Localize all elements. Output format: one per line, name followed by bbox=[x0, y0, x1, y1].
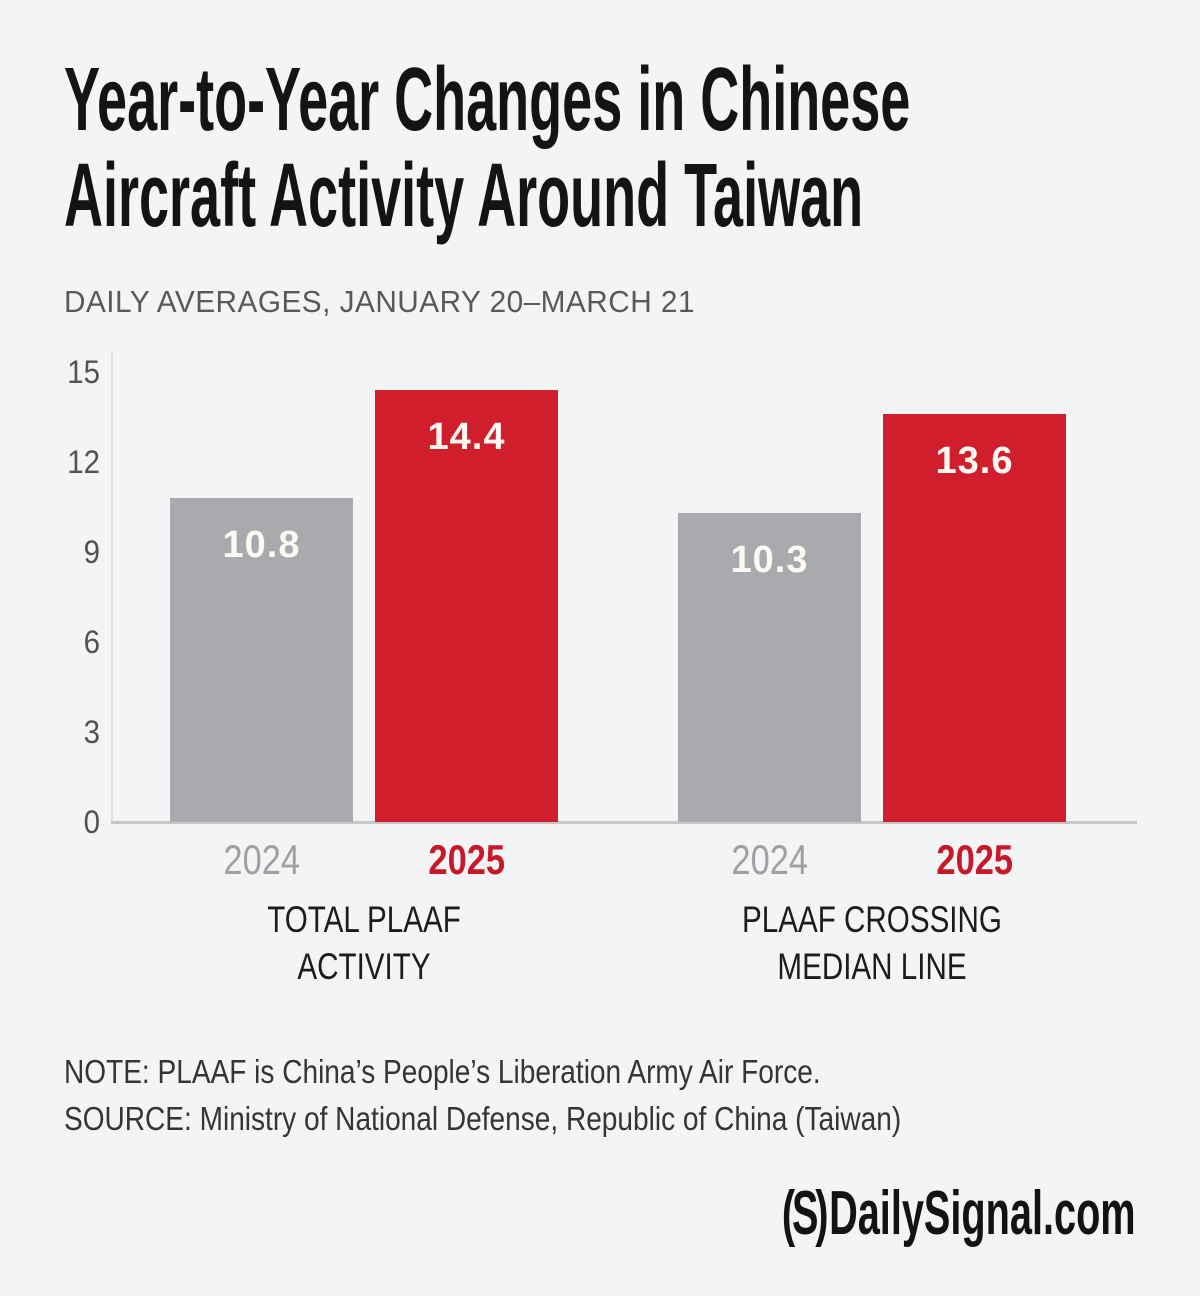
y-axis-tick-6: 6 bbox=[83, 624, 100, 660]
year-label-text: 2024 bbox=[731, 836, 808, 883]
year-label-text: 2025 bbox=[936, 836, 1013, 883]
year-label-text: 2024 bbox=[223, 836, 300, 883]
category-label-plaaf-crossing-median-line: PLAAF CROSSING MEDIAN LINE bbox=[742, 899, 1002, 987]
y-axis-tick-9: 9 bbox=[83, 534, 100, 570]
bar-total-plaaf-activity-2025: 14.4 bbox=[375, 390, 558, 822]
bar-value-label: 14.4 bbox=[427, 416, 506, 458]
note-line: NOTE: PLAAF is China’s People’s Liberati… bbox=[64, 1053, 821, 1090]
y-axis-tick-0: 0 bbox=[83, 804, 100, 840]
bar-total-plaaf-activity-2024: 10.8 bbox=[170, 498, 353, 822]
source-line: SOURCE: Ministry of National Defense, Re… bbox=[64, 1100, 902, 1137]
chart-subtitle: DAILY AVERAGES, JANUARY 20–MARCH 21 bbox=[64, 284, 696, 319]
x-axis-year-label-2024: 2024 bbox=[678, 838, 861, 882]
daily-signal-logo-text: DailySignal.com bbox=[829, 1179, 1136, 1248]
bar-plaaf-crossing-median-line-2025: 13.6 bbox=[883, 414, 1066, 822]
x-axis-year-label-2024: 2024 bbox=[170, 838, 353, 882]
daily-signal-logo: (S)DailySignal.com bbox=[782, 1178, 1136, 1249]
x-axis-year-label-2025: 2025 bbox=[883, 838, 1066, 882]
y-axis-line bbox=[111, 352, 113, 822]
y-axis-tick-3: 3 bbox=[83, 714, 100, 750]
x-axis-year-label-2025: 2025 bbox=[375, 838, 558, 882]
page-title-line1: Year-to-Year Changes in Chinese bbox=[64, 50, 911, 150]
bar-plaaf-crossing-median-line-2024: 10.3 bbox=[678, 513, 861, 822]
footnotes: NOTE: PLAAF is China’s People’s Liberati… bbox=[64, 1048, 901, 1142]
x-axis-baseline bbox=[111, 821, 1137, 824]
bar-value-label: 10.8 bbox=[222, 524, 301, 566]
bar-value-label: 10.3 bbox=[730, 539, 809, 581]
year-label-text: 2025 bbox=[428, 836, 505, 883]
page-title-line2: Aircraft Activity Around Taiwan bbox=[64, 146, 864, 246]
page-title: Year-to-Year Changes in Chinese Aircraft… bbox=[64, 52, 1200, 244]
category-label-total-plaaf-activity: TOTAL PLAAF ACTIVITY bbox=[267, 899, 461, 987]
bar-value-label: 13.6 bbox=[935, 440, 1014, 482]
y-axis-tick-15: 15 bbox=[67, 354, 100, 390]
y-axis-tick-12: 12 bbox=[67, 444, 100, 480]
daily-signal-s-icon: (S) bbox=[782, 1179, 828, 1248]
